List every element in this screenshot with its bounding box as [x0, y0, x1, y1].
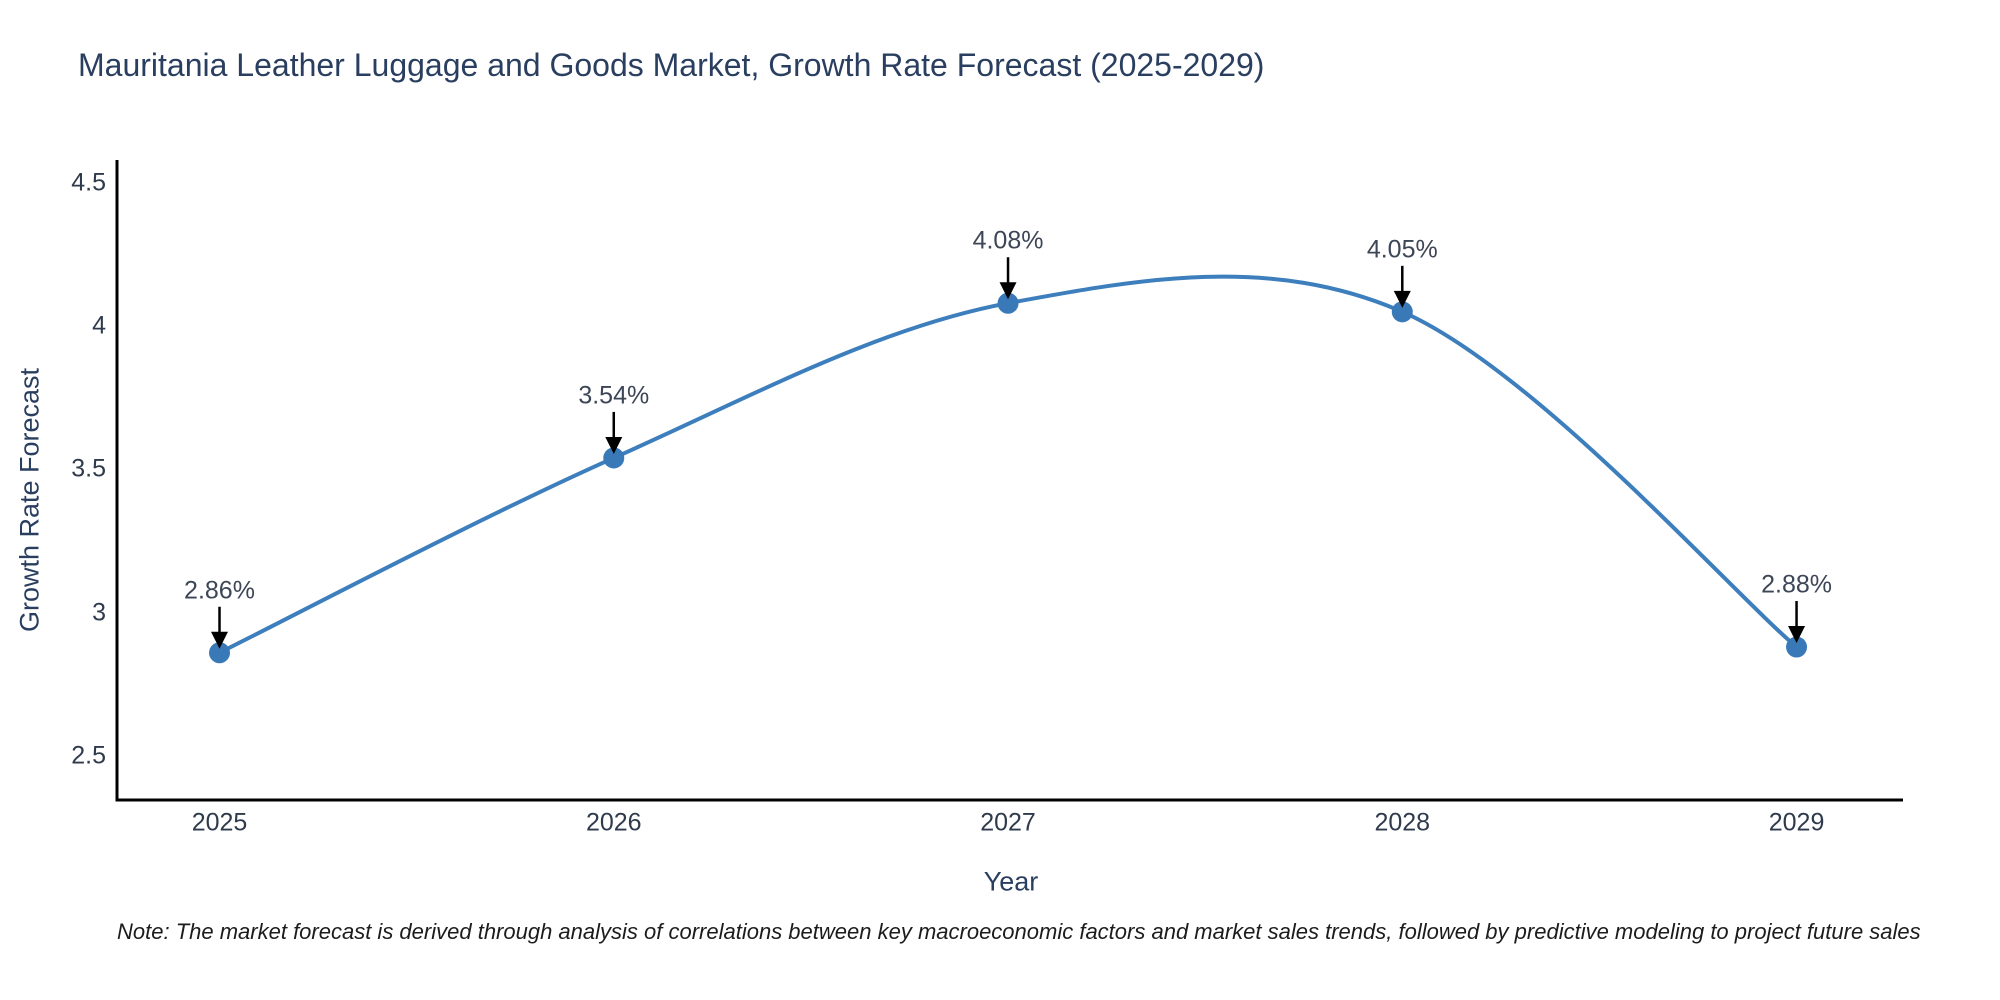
annotation-arrow-head: [605, 436, 623, 454]
y-tick-2.5: 2.5: [71, 741, 106, 770]
point-label-2028: 4.05%: [1366, 235, 1438, 264]
annotation-arrow-head: [999, 282, 1017, 300]
annotation-arrow-head: [1788, 626, 1806, 644]
page-title: Mauritania Leather Luggage and Goods Mar…: [78, 47, 1265, 83]
x-tick-2025: 2025: [191, 808, 248, 837]
data-point-2029: [1786, 636, 1808, 658]
y-tick-4: 4: [92, 311, 106, 340]
x-tick-2027: 2027: [980, 808, 1036, 837]
point-label-2026: 3.54%: [578, 381, 650, 410]
x-axis-title: Year: [983, 866, 1039, 897]
forecast-line: [217, 274, 1799, 655]
point-label-2025: 2.86%: [184, 576, 255, 605]
x-tick-2029: 2029: [1768, 808, 1825, 837]
data-point-2027: [997, 292, 1019, 314]
data-point-2028: [1391, 301, 1413, 323]
data-point-2025: [209, 642, 231, 664]
point-label-2029: 2.88%: [1761, 570, 1832, 599]
footnote: Note: The market forecast is derived thr…: [117, 919, 1921, 944]
y-axis-title: Growth Rate Forecast: [14, 367, 45, 633]
annotation-arrow-head: [211, 631, 229, 649]
y-tick-3: 3: [92, 598, 106, 627]
y-tick-4.5: 4.5: [71, 168, 106, 197]
x-tick-2026: 2026: [585, 808, 642, 837]
annotation-arrow-head: [1393, 290, 1411, 308]
x-tick-2028: 2028: [1374, 808, 1431, 837]
data-point-2026: [603, 447, 625, 469]
y-tick-3.5: 3.5: [71, 454, 106, 483]
point-label-2027: 4.08%: [972, 226, 1044, 255]
